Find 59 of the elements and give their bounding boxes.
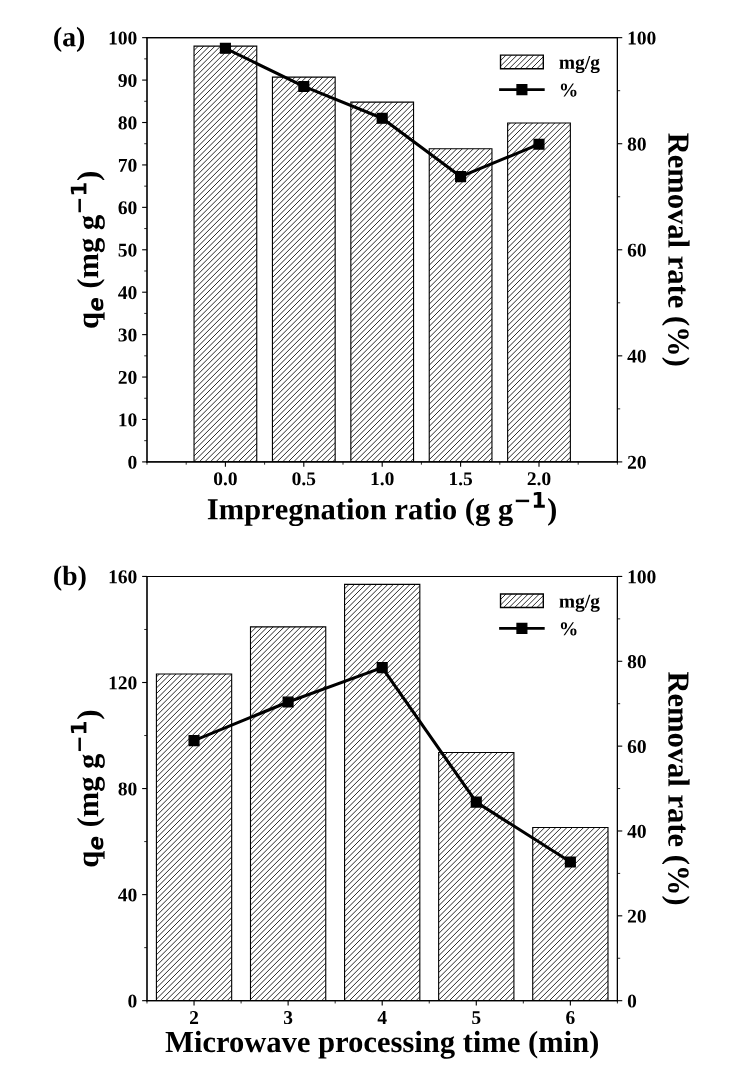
x-tick-label: 0.5: [292, 472, 316, 486]
y-tick-label: 50: [118, 243, 137, 257]
y-tick-label: 120: [109, 676, 137, 690]
x-tick-label: 5: [472, 1011, 481, 1025]
y2-axis-title: Removal rate (%): [661, 133, 690, 366]
y2-tick-label: 0: [627, 994, 637, 1008]
y2-tick-label: 100: [628, 570, 656, 584]
point: [455, 171, 467, 183]
y-tick-label: 80: [118, 116, 137, 130]
y-tick-label: 30: [118, 328, 137, 342]
x-tick-label: 4: [377, 1011, 387, 1024]
chart-title: (a): [54, 26, 85, 53]
y2-tick-label: 80: [627, 137, 646, 151]
y2-tick-label: 40: [627, 349, 646, 363]
y2-tick-label: 100: [628, 31, 656, 45]
legend-label: mg/g: [559, 594, 600, 612]
y-tick-label: 20: [118, 370, 137, 384]
x-tick-label: 0.0: [213, 472, 237, 486]
y-tick-label: 160: [109, 570, 137, 584]
point: [470, 796, 482, 808]
x-tick-label: 2.0: [527, 472, 551, 486]
y2-tick-label: 20: [627, 455, 646, 469]
point: [298, 80, 310, 93]
y2-tick-label: 40: [627, 824, 646, 838]
legend-label: %: [560, 622, 577, 636]
point: [376, 112, 388, 124]
legend-label: mg/g: [559, 55, 600, 74]
y-tick-label: 70: [118, 158, 137, 172]
y2-axis-title: Removal rate (%): [661, 672, 690, 905]
y2-tick-label: 20: [627, 909, 646, 923]
legend-label: %: [560, 83, 577, 97]
chart-title: (b): [54, 565, 86, 591]
y-tick-label: 90: [118, 73, 137, 88]
x-tick-label: 3: [283, 1011, 293, 1025]
x-tick-label: 6: [566, 1011, 575, 1025]
y-axis-title: q$_{e}$ (mg g$^{−1}$): [70, 172, 105, 328]
y-tick-label: 100: [109, 31, 137, 45]
y-tick-label: 60: [118, 201, 137, 215]
point: [533, 138, 545, 150]
y-tick-label: 0: [128, 455, 137, 469]
y-axis-title: q$_{e}$ (mg g$^{−1}$): [70, 710, 105, 867]
y-tick-label: 40: [118, 286, 137, 300]
x-tick-label: 1.5: [450, 472, 473, 486]
y-tick-label: 80: [118, 782, 137, 796]
x-axis-title: Microwave processing time (min): [165, 1030, 598, 1059]
x-tick-label: 1.0: [371, 472, 394, 486]
x-tick-label: 2: [190, 1011, 199, 1024]
y2-tick-label: 60: [627, 243, 646, 257]
x-axis-title: Impregnation ratio (g g$^{−1}$): [207, 492, 556, 527]
point: [282, 696, 294, 708]
y-tick-label: 40: [118, 888, 137, 902]
point: [564, 856, 576, 868]
y-tick-label: 0: [128, 994, 137, 1008]
point: [219, 42, 231, 54]
y2-tick-label: 60: [627, 739, 646, 754]
point: [376, 662, 388, 674]
y2-tick-label: 80: [627, 655, 646, 669]
y-tick-label: 10: [119, 413, 137, 427]
point: [188, 735, 200, 747]
